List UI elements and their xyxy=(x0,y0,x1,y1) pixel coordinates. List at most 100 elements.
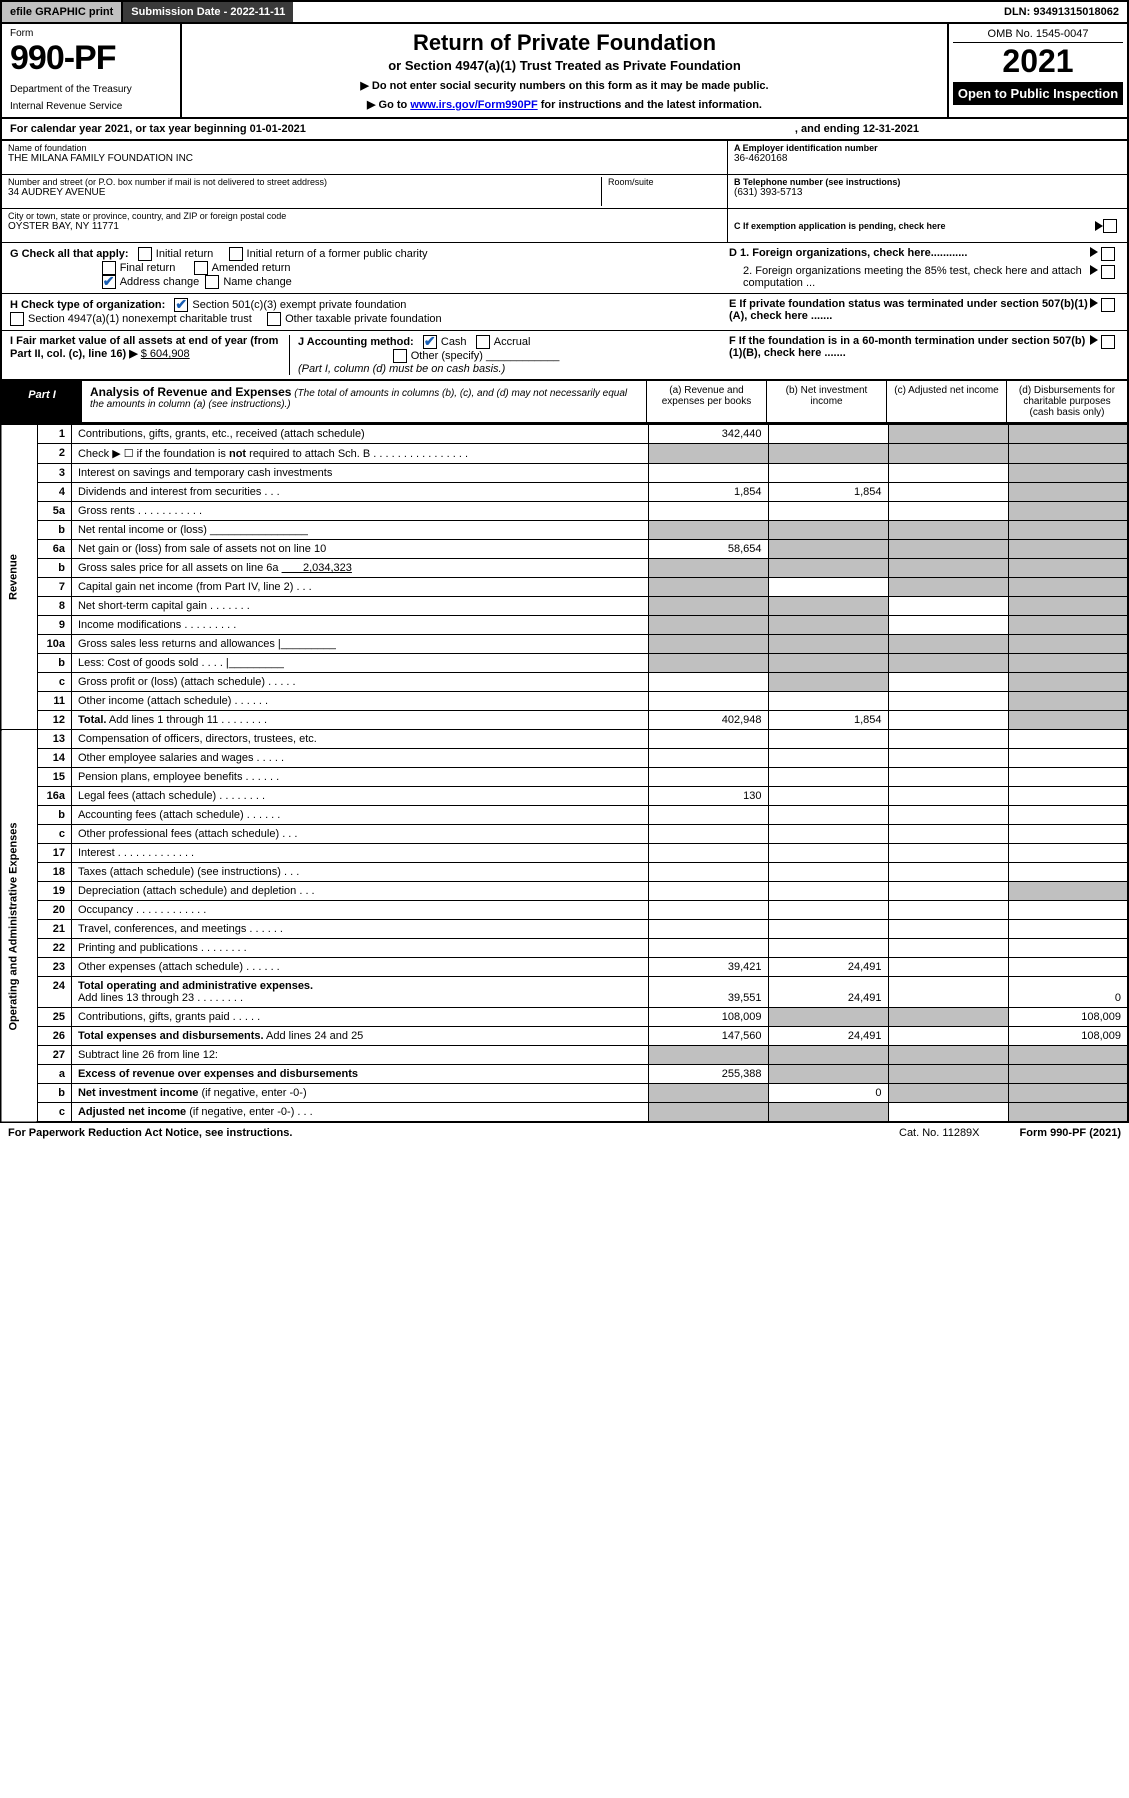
line-num: 23 xyxy=(37,958,71,977)
col-d-val xyxy=(1008,1103,1128,1123)
col-a-val xyxy=(648,901,768,920)
chk-cash[interactable] xyxy=(423,335,437,349)
arrow-icon xyxy=(1095,221,1103,231)
table-row: Revenue1Contributions, gifts, grants, et… xyxy=(1,425,1128,444)
col-b-val xyxy=(768,425,888,444)
col-d-val xyxy=(1008,882,1128,901)
col-c-val xyxy=(888,1046,1008,1065)
chk-f[interactable] xyxy=(1101,335,1115,349)
col-c-val xyxy=(888,425,1008,444)
line-desc: Dividends and interest from securities .… xyxy=(71,483,648,502)
line-desc: Other expenses (attach schedule) . . . .… xyxy=(71,958,648,977)
table-row: bNet rental income or (loss) ___________… xyxy=(1,521,1128,540)
efile-label: efile GRAPHIC print xyxy=(2,2,123,22)
col-d-val xyxy=(1008,787,1128,806)
line-num: 26 xyxy=(37,1027,71,1046)
col-a-val xyxy=(648,692,768,711)
col-c-val xyxy=(888,444,1008,464)
chk-other-taxable[interactable] xyxy=(267,312,281,326)
col-b-val xyxy=(768,578,888,597)
col-a-val xyxy=(648,825,768,844)
name-cell: Name of foundation THE MILANA FAMILY FOU… xyxy=(2,141,727,175)
line-num: 10a xyxy=(37,635,71,654)
chk-d1[interactable] xyxy=(1101,247,1115,261)
table-row: bGross sales price for all assets on lin… xyxy=(1,559,1128,578)
chk-amended[interactable] xyxy=(194,261,208,275)
part-label: Part I xyxy=(2,381,82,422)
col-c-val xyxy=(888,787,1008,806)
col-c-val xyxy=(888,635,1008,654)
col-d-val xyxy=(1008,730,1128,749)
col-d-val xyxy=(1008,939,1128,958)
chk-address[interactable] xyxy=(102,275,116,289)
line-num: b xyxy=(37,806,71,825)
line-desc: Gross sales price for all assets on line… xyxy=(71,559,648,578)
chk-initial-former[interactable] xyxy=(229,247,243,261)
col-d-val xyxy=(1008,768,1128,787)
col-a: (a) Revenue and expenses per books xyxy=(647,381,767,422)
chk-e[interactable] xyxy=(1101,298,1115,312)
table-row: 18Taxes (attach schedule) (see instructi… xyxy=(1,863,1128,882)
checkbox-c[interactable] xyxy=(1103,219,1117,233)
table-row: 10aGross sales less returns and allowanc… xyxy=(1,635,1128,654)
form-label: Form xyxy=(10,28,172,39)
line-num: 6a xyxy=(37,540,71,559)
col-d-val xyxy=(1008,616,1128,635)
table-row: 20Occupancy . . . . . . . . . . . . xyxy=(1,901,1128,920)
part-title: Analysis of Revenue and Expenses (The to… xyxy=(82,381,647,422)
table-row: bNet investment income (if negative, ent… xyxy=(1,1084,1128,1103)
table-row: 8Net short-term capital gain . . . . . .… xyxy=(1,597,1128,616)
col-d-val xyxy=(1008,863,1128,882)
col-c-val xyxy=(888,901,1008,920)
line-desc: Pension plans, employee benefits . . . .… xyxy=(71,768,648,787)
header-right: OMB No. 1545-0047 2021 Open to Public In… xyxy=(947,24,1127,117)
col-d-val xyxy=(1008,711,1128,730)
col-c-val xyxy=(888,1103,1008,1123)
line-desc: Compensation of officers, directors, tru… xyxy=(71,730,648,749)
col-c-val xyxy=(888,597,1008,616)
calendar-year: For calendar year 2021, or tax year begi… xyxy=(0,119,1129,141)
table-row: 19Depreciation (attach schedule) and dep… xyxy=(1,882,1128,901)
col-d-val xyxy=(1008,692,1128,711)
arrow-icon xyxy=(1090,335,1098,345)
col-d-val xyxy=(1008,1084,1128,1103)
line-num: 9 xyxy=(37,616,71,635)
chk-4947[interactable] xyxy=(10,312,24,326)
tel-cell: B Telephone number (see instructions) (6… xyxy=(728,175,1127,209)
col-c-val xyxy=(888,1027,1008,1046)
line-desc: Excess of revenue over expenses and disb… xyxy=(71,1065,648,1084)
part1-header: Part I Analysis of Revenue and Expenses … xyxy=(0,381,1129,424)
irs-link[interactable]: www.irs.gov/Form990PF xyxy=(410,99,537,111)
col-b-val xyxy=(768,768,888,787)
col-c-val xyxy=(888,749,1008,768)
col-b-val xyxy=(768,654,888,673)
col-b-val xyxy=(768,540,888,559)
line-num: c xyxy=(37,673,71,692)
chk-accrual[interactable] xyxy=(476,335,490,349)
chk-name-change[interactable] xyxy=(205,275,219,289)
arrow-icon xyxy=(1090,298,1098,308)
chk-d2[interactable] xyxy=(1101,265,1115,279)
ein-cell: A Employer identification number 36-4620… xyxy=(728,141,1127,175)
col-d-val xyxy=(1008,958,1128,977)
col-d-val xyxy=(1008,521,1128,540)
table-row: 11Other income (attach schedule) . . . .… xyxy=(1,692,1128,711)
line-desc: Total. Add lines 1 through 11 . . . . . … xyxy=(71,711,648,730)
col-c-val xyxy=(888,1084,1008,1103)
chk-501c3[interactable] xyxy=(174,298,188,312)
table-row: 23Other expenses (attach schedule) . . .… xyxy=(1,958,1128,977)
line-desc: Interest on savings and temporary cash i… xyxy=(71,464,648,483)
chk-initial[interactable] xyxy=(138,247,152,261)
col-d-val xyxy=(1008,1046,1128,1065)
col-d-val xyxy=(1008,540,1128,559)
footer: For Paperwork Reduction Act Notice, see … xyxy=(0,1123,1129,1143)
chk-other-method[interactable] xyxy=(393,349,407,363)
line-num: c xyxy=(37,1103,71,1123)
col-a-val xyxy=(648,654,768,673)
arrow-icon xyxy=(1090,247,1098,257)
col-a-val xyxy=(648,635,768,654)
line-desc: Contributions, gifts, grants paid . . . … xyxy=(71,1008,648,1027)
col-d-val xyxy=(1008,844,1128,863)
col-a-val xyxy=(648,863,768,882)
table-row: 9Income modifications . . . . . . . . . xyxy=(1,616,1128,635)
